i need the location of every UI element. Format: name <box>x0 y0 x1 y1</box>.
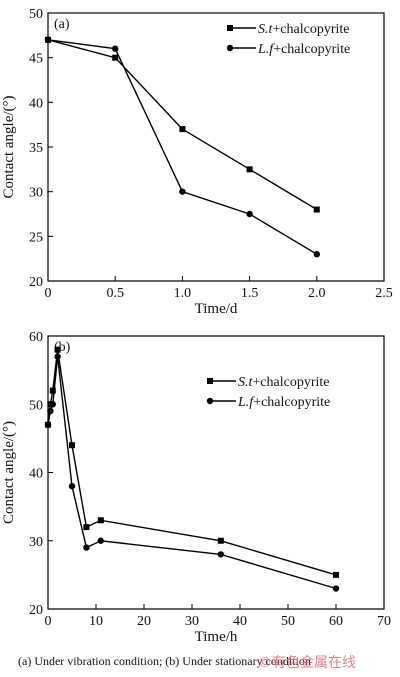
series-lf-point <box>97 537 105 544</box>
x-tick-label: 10 <box>89 614 103 629</box>
chart-panel-a: 0 0.5 1.0 1.5 2.0 2.5 20 25 30 35 40 45 50 Time/d Cont… <box>1 7 393 317</box>
series-st-line <box>47 39 318 211</box>
y-tick-label: 20 <box>29 275 43 290</box>
series-lf-point <box>47 407 54 415</box>
series-lf-point <box>217 551 224 558</box>
y-tick-label: 60 <box>29 330 43 345</box>
y-tick-label: 40 <box>29 467 43 482</box>
series-lf-point <box>49 401 56 408</box>
series-st-point <box>246 166 253 173</box>
x-axis-label: Time/d <box>195 301 238 317</box>
x-tick-label: 0 <box>45 286 52 301</box>
series-lf-point <box>246 210 253 218</box>
x-tick-label: 50 <box>281 614 295 629</box>
x-tick-label: 70 <box>377 614 391 629</box>
x-tick-label: 60 <box>329 614 343 629</box>
series-st-point <box>333 571 339 578</box>
figure-caption: (a) Under vibration condition; (b) Under… <box>18 654 311 668</box>
plot-frame <box>47 335 385 610</box>
x-tick-label: 2.0 <box>308 286 326 301</box>
series-lf-point <box>44 421 52 428</box>
legend-label: L.f+chalcopyrite <box>257 42 350 57</box>
series-lf-point <box>44 36 52 43</box>
y-tick-label: 30 <box>29 535 43 550</box>
series-lf-line <box>47 356 337 590</box>
legend-marker <box>207 378 213 384</box>
series-st-point <box>54 346 61 353</box>
x-tick-label: 0.5 <box>106 286 124 301</box>
x-axis-label: Time/h <box>195 629 238 645</box>
legend-marker <box>206 397 214 405</box>
y-tick-label: 50 <box>29 7 43 22</box>
series-lf-point <box>83 544 90 551</box>
y-tick-label: 25 <box>29 230 43 245</box>
series-st-point <box>179 126 186 133</box>
legend-label: L.f+chalcopyrite <box>237 395 330 410</box>
series-lf-point <box>68 482 76 490</box>
x-tick-label: 1.0 <box>174 286 192 301</box>
y-tick-label: 40 <box>29 96 43 111</box>
series-st-point <box>49 387 56 394</box>
legend-label: S.t+chalcopyrite <box>238 375 329 390</box>
y-tick-label: 35 <box>29 141 43 156</box>
chart-panel-b: 0 10 20 30 40 50 60 70 20 30 40 50 60 Time/h Contact a… <box>1 330 391 645</box>
watermark: ©有色金属在线 <box>258 655 356 671</box>
y-tick-label: 30 <box>29 186 43 201</box>
y-axis-label: Contact angle/(°) <box>1 95 17 198</box>
series-st-point <box>97 517 104 524</box>
series-lf-point <box>313 251 320 258</box>
y-tick-label: 20 <box>29 603 43 618</box>
series-st-point <box>217 537 224 544</box>
y-tick-label: 50 <box>29 398 43 413</box>
panel-label: (a) <box>54 17 70 32</box>
legend-marker <box>226 44 234 52</box>
series-st-point <box>83 524 90 531</box>
legend-marker <box>227 25 233 31</box>
x-tick-label: 20 <box>137 614 151 629</box>
y-tick-label: 45 <box>29 52 43 67</box>
series-lf-point <box>332 585 340 592</box>
series-lf-point <box>112 45 119 52</box>
series-lf-point <box>54 353 61 360</box>
series-lf-point <box>179 188 186 195</box>
y-axis-label: Contact angle/(°) <box>1 421 17 524</box>
x-tick-label: 1.5 <box>241 286 259 301</box>
x-tick-label: 2.5 <box>375 286 393 301</box>
series-st-point <box>69 442 75 449</box>
x-tick-label: 40 <box>233 614 247 629</box>
series-lf-line <box>47 39 318 255</box>
series-st-point <box>313 206 320 213</box>
x-tick-label: 0 <box>45 614 52 629</box>
legend-label: S.t+chalcopyrite <box>258 22 349 37</box>
x-tick-label: 30 <box>185 614 199 629</box>
series-st-point <box>112 54 119 61</box>
